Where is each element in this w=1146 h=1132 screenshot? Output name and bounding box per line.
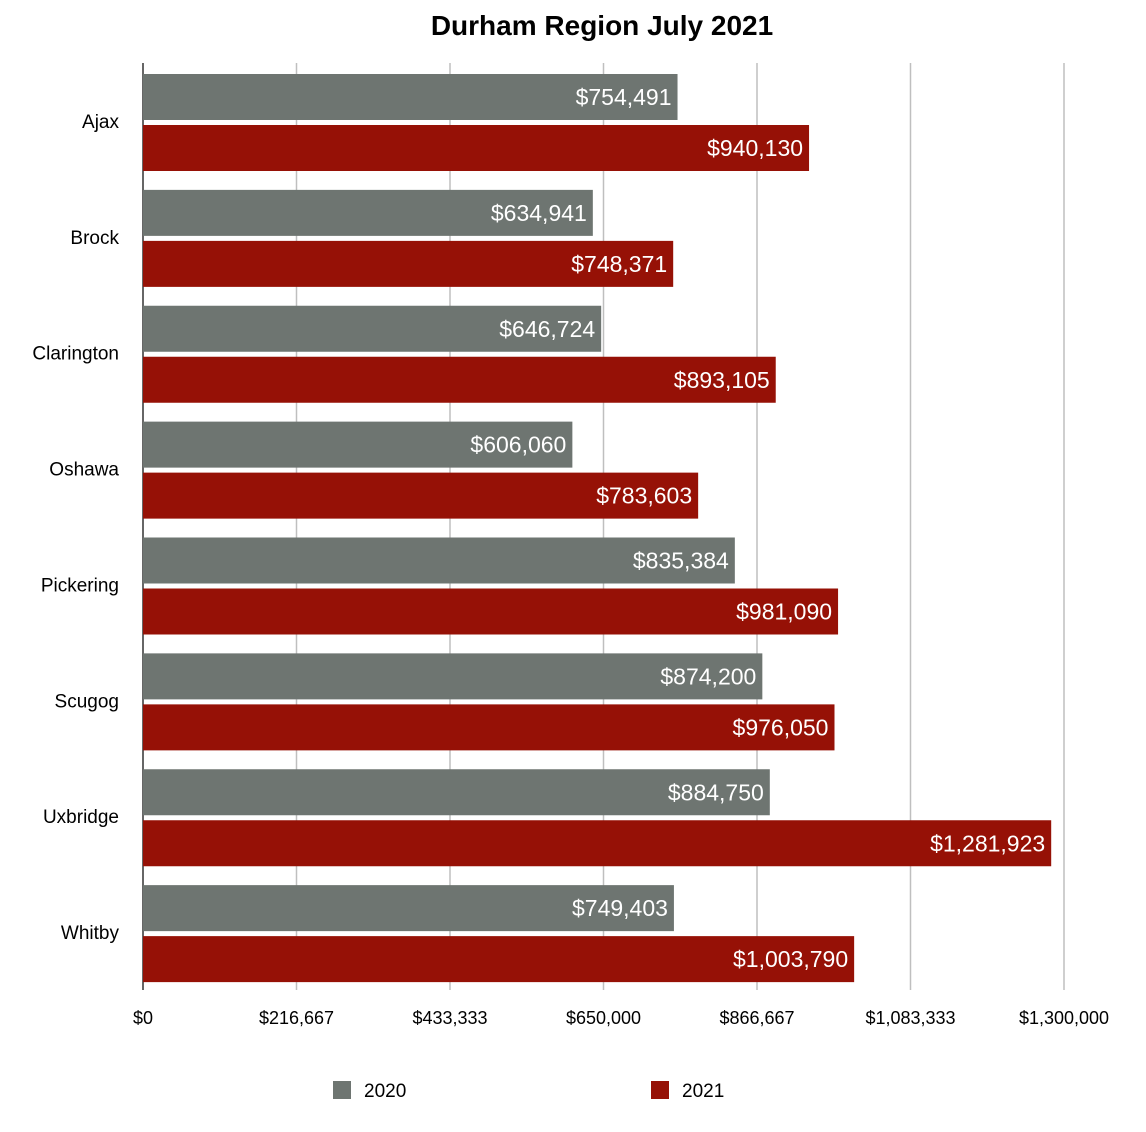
bars (143, 74, 1052, 983)
category-label: Oshawa (49, 460, 119, 481)
legend-swatch-2021 (651, 1081, 669, 1099)
bar-value-label: $783,603 (596, 483, 692, 509)
category-label: Pickering (41, 575, 119, 596)
x-tick-label: $866,667 (719, 1008, 794, 1028)
bar-2021 (143, 356, 776, 403)
bar-value-label: $893,105 (674, 367, 770, 393)
data-labels: $754,491 $940,130 $634,941 $748,371 $646,724… (470, 84, 1045, 972)
bar-value-label: $606,060 (470, 432, 566, 458)
bar-value-label: $874,200 (660, 663, 756, 689)
bar-2020 (143, 769, 770, 816)
bar-2020 (143, 189, 593, 236)
bar-2021 (143, 125, 810, 171)
bar-value-label: $754,491 (576, 84, 672, 110)
bar-value-label: $748,371 (571, 251, 667, 277)
x-tick-label: $1,083,333 (865, 1008, 955, 1028)
bar-value-label: $835,384 (633, 548, 729, 574)
category-label: Scugog (55, 691, 119, 712)
category-label: Ajax (82, 112, 119, 133)
bar-2020 (143, 305, 602, 352)
value-axis: $0 $216,667 $433,333 $650,000 $866,667 $1,083… (133, 1008, 1109, 1028)
legend: 2020 2021 (333, 1081, 724, 1102)
legend-swatch-2020 (333, 1081, 351, 1099)
bar-2020 (143, 885, 674, 932)
bar-2021 (143, 820, 1052, 867)
x-tick-label: $216,667 (259, 1008, 334, 1028)
bar-value-label: $884,750 (668, 779, 764, 805)
category-label: Uxbridge (43, 807, 119, 828)
bar-2021 (143, 588, 839, 635)
bar-2021 (143, 704, 835, 751)
legend-label-2021: 2021 (682, 1081, 724, 1102)
bar-2021 (143, 472, 699, 519)
category-label: Clarington (32, 344, 119, 365)
category-label: Brock (70, 228, 119, 249)
bar-2020 (143, 653, 763, 700)
bar-value-label: $749,403 (572, 895, 668, 921)
x-tick-label: $0 (133, 1008, 153, 1028)
bar-2021 (143, 240, 674, 287)
bar-2020 (143, 74, 678, 120)
bar-value-label: $976,050 (733, 714, 829, 740)
bar-2020 (143, 537, 735, 584)
x-tick-label: $1,300,000 (1019, 1008, 1109, 1028)
bar-2020 (143, 421, 573, 468)
bar-value-label: $940,130 (707, 135, 803, 161)
x-tick-label: $650,000 (566, 1008, 641, 1028)
category-axis: Ajax Brock Clarington Oshawa Pickering Scugog… (32, 112, 119, 944)
category-label: Whitby (61, 923, 120, 944)
bar-value-label: $1,003,790 (733, 946, 848, 972)
bar-value-label: $1,281,923 (930, 830, 1045, 856)
bar-value-label: $634,941 (491, 200, 587, 226)
bar-value-label: $646,724 (499, 316, 595, 342)
chart-title: Durham Region July 2021 (431, 10, 773, 41)
bar-value-label: $981,090 (736, 599, 832, 625)
x-tick-label: $433,333 (412, 1008, 487, 1028)
bar-2021 (143, 936, 855, 983)
legend-label-2020: 2020 (364, 1081, 406, 1102)
